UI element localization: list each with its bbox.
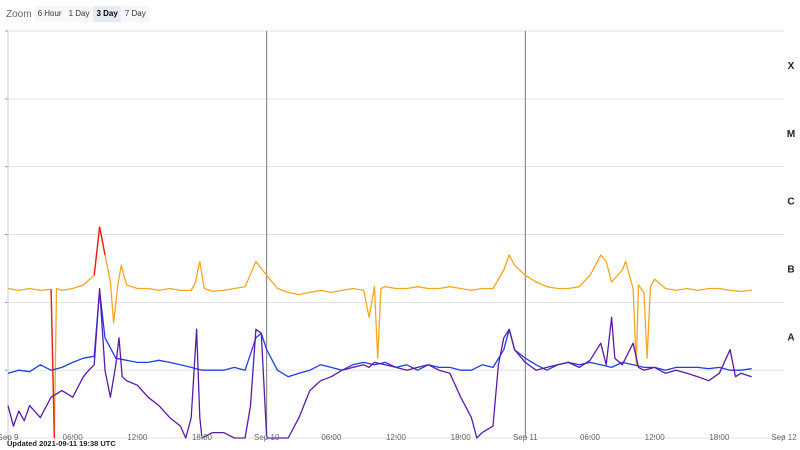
flare-class-label: X (788, 61, 795, 72)
x-tick-label: 12:00 (127, 433, 148, 442)
x-axis-ticks: Sep 9 06:00 12:00 18:00 Sep 10 06:00 12:00 18:0… (0, 433, 797, 442)
x-tick-label: 12:00 (386, 433, 407, 442)
x-tick-label: Sep 11 (513, 433, 538, 442)
x-tick-label: 18:00 (709, 433, 730, 442)
x-tick-label: 18:00 (451, 433, 472, 442)
zoom-3-day-button[interactable]: 3 Day (93, 6, 121, 22)
flare-class-label: B (787, 264, 794, 275)
x-tick-label: Sep 9 (0, 433, 19, 442)
x-tick-label: Sep 12 (771, 433, 797, 442)
zoom-bar: Zoom 6 Hour 1 Day 3 Day 7 Day (6, 6, 150, 22)
zoom-label: Zoom (6, 8, 32, 20)
flare-segment (93, 226, 101, 276)
x-tick-label: 06:00 (63, 433, 84, 442)
chart-series (7, 226, 752, 439)
flare-segment (98, 226, 106, 256)
flare-class-label: M (787, 129, 795, 140)
zoom-1-day-button[interactable]: 1 Day (65, 6, 93, 22)
series-line-1 (7, 226, 752, 439)
flare-segment (50, 289, 56, 439)
x-tick-label: 12:00 (645, 433, 666, 442)
flare-class-labels: A B C M X (787, 61, 795, 343)
series-line-3 (7, 287, 752, 439)
day-boundary-lines (266, 31, 526, 438)
x-tick-label: Sep 10 (254, 433, 280, 442)
x-tick-label: 06:00 (321, 433, 342, 442)
series-line-2 (7, 289, 752, 378)
zoom-6-hour-button[interactable]: 6 Hour (34, 6, 65, 22)
updated-timestamp: Updated 2021-09-11 19:38 UTC (7, 439, 116, 448)
zoom-7-day-button[interactable]: 7 Day (121, 6, 149, 22)
x-tick-label: 18:00 (192, 433, 213, 442)
x-tick-label: 06:00 (580, 433, 601, 442)
flare-class-label: A (787, 332, 794, 343)
flare-class-label: C (787, 197, 794, 208)
